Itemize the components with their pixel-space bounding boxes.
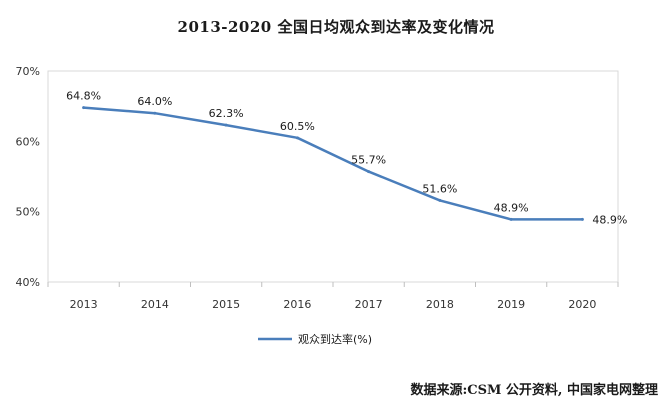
x-tick-label: 2019 bbox=[497, 298, 525, 311]
data-point bbox=[295, 136, 299, 140]
data-label: 51.6% bbox=[422, 182, 457, 195]
data-label: 64.8% bbox=[66, 90, 101, 103]
data-label: 60.5% bbox=[280, 120, 315, 133]
data-label: 48.9% bbox=[494, 201, 529, 214]
data-point bbox=[580, 217, 584, 221]
series-layer: 64.8% 64.0% 62.3% 60.5% 55.7% 51.6% 48.9% 48.9% bbox=[66, 90, 627, 227]
y-tick-label: 50% bbox=[16, 206, 40, 219]
x-tick-label: 2020 bbox=[568, 298, 596, 311]
data-point bbox=[153, 111, 157, 115]
data-label: 64.0% bbox=[137, 95, 172, 108]
plot-frame bbox=[47, 70, 619, 283]
y-tick-label: 70% bbox=[16, 65, 40, 78]
x-tick-label: 2018 bbox=[426, 298, 454, 311]
y-tick-label: 60% bbox=[16, 135, 40, 148]
data-label: 48.9% bbox=[592, 213, 627, 226]
x-tick-label: 2014 bbox=[141, 298, 169, 311]
source-note: 数据来源:CSM 公开资料, 中国家电网整理 bbox=[410, 383, 658, 398]
y-axis: 40% 50% 60% 70% bbox=[16, 65, 40, 289]
x-axis: 2013 2014 2015 2016 2017 2018 2019 2020 bbox=[47, 282, 619, 311]
data-point bbox=[367, 170, 371, 174]
data-label: 55.7% bbox=[351, 154, 386, 167]
y-tick-label: 40% bbox=[16, 276, 40, 289]
legend: 观众到达率(%) bbox=[258, 332, 372, 346]
data-point bbox=[82, 106, 86, 110]
x-tick-label: 2016 bbox=[283, 298, 311, 311]
x-tick-label: 2017 bbox=[355, 298, 383, 311]
data-point bbox=[438, 198, 442, 202]
data-point bbox=[224, 123, 228, 127]
data-point bbox=[509, 217, 513, 221]
legend-label: 观众到达率(%) bbox=[298, 332, 372, 346]
data-label: 62.3% bbox=[209, 107, 244, 120]
x-tick-label: 2015 bbox=[212, 298, 240, 311]
series-line bbox=[82, 106, 584, 221]
chart-title: 2013-2020 全国日均观众到达率及变化情况 bbox=[177, 18, 495, 36]
x-tick-label: 2013 bbox=[70, 298, 98, 311]
